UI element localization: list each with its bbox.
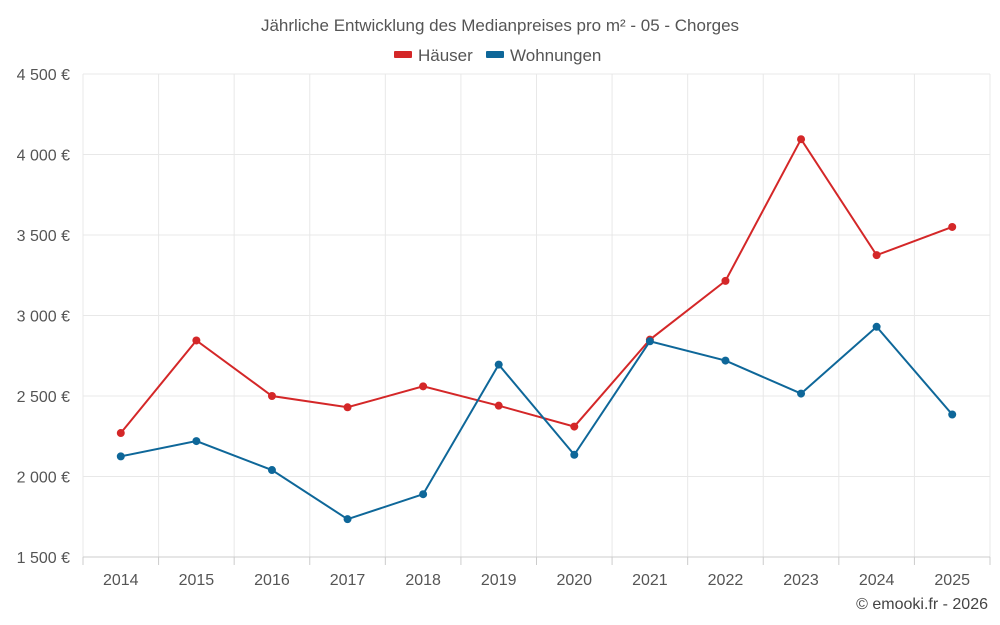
copyright-credit: © emooki.fr - 2026 — [856, 596, 988, 613]
data-point-haeuser-2022[interactable] — [721, 276, 730, 285]
data-point-haeuser-2025[interactable] — [948, 222, 957, 231]
data-point-wohnungen-2018[interactable] — [419, 490, 428, 499]
x-tick-label: 2025 — [934, 572, 970, 589]
data-point-wohnungen-2014[interactable] — [116, 452, 125, 461]
x-tick-label: 2018 — [405, 572, 441, 589]
data-point-haeuser-2016[interactable] — [267, 392, 276, 400]
y-tick-label: 2 000 € — [17, 470, 70, 487]
data-point-wohnungen-2015[interactable] — [192, 437, 201, 446]
y-tick-label: 1 500 € — [17, 550, 70, 567]
data-point-wohnungen-2024[interactable] — [872, 322, 881, 331]
y-axis: 1 500 € 2 000 € 2 500 € 3 000 € 3 500 € 4 000… — [17, 67, 70, 567]
x-tick-label: 2019 — [481, 572, 517, 589]
data-point-wohnungen-2017[interactable] — [343, 515, 352, 524]
x-tick-label: 2014 — [103, 572, 139, 589]
legend-label-haeuser[interactable]: Häuser — [418, 46, 473, 65]
x-axis: 2014 2015 2016 2017 2018 2019 2020 2021 2022 2023… — [103, 572, 970, 589]
data-point-wohnungen-2023[interactable] — [797, 389, 806, 398]
data-point-wohnungen-2022[interactable] — [721, 356, 730, 365]
x-tick-label: 2021 — [632, 572, 668, 589]
data-point-haeuser-2017[interactable] — [343, 403, 352, 412]
x-tick-label: 2022 — [708, 572, 744, 589]
legend-label-wohnungen[interactable]: Wohnungen — [510, 46, 601, 65]
x-tick-label: 2016 — [254, 572, 290, 589]
data-point-wohnungen-2025[interactable] — [948, 410, 957, 419]
legend-swatch-wohnungen — [486, 51, 504, 58]
y-tick-label: 3 500 € — [17, 228, 70, 245]
data-point-haeuser-2018[interactable] — [419, 382, 428, 391]
series-group — [116, 135, 957, 524]
data-point-wohnungen-2019[interactable] — [494, 360, 503, 369]
y-tick-label: 4 000 € — [17, 148, 70, 165]
y-tick-label: 2 500 € — [17, 389, 70, 406]
data-point-haeuser-2019[interactable] — [494, 401, 503, 410]
x-tick-label: 2020 — [556, 572, 592, 589]
series-line-wohnungen — [120, 325, 953, 521]
y-tick-label: 4 500 € — [17, 67, 70, 84]
data-point-haeuser-2014[interactable] — [116, 429, 125, 438]
data-point-haeuser-2024[interactable] — [872, 251, 881, 260]
data-point-haeuser-2023[interactable] — [797, 135, 806, 144]
data-point-haeuser-2020[interactable] — [570, 422, 579, 431]
data-point-haeuser-2015[interactable] — [192, 336, 201, 345]
x-tick-label: 2024 — [859, 572, 895, 589]
data-point-wohnungen-2021[interactable] — [645, 337, 654, 346]
data-point-wohnungen-2016[interactable] — [267, 466, 276, 475]
data-point-wohnungen-2020[interactable] — [570, 450, 579, 459]
y-tick-label: 3 000 € — [17, 309, 70, 326]
x-tick-label: 2023 — [783, 572, 819, 589]
legend: Häuser Wohnungen — [394, 46, 601, 65]
x-tick-label: 2015 — [179, 572, 215, 589]
x-tick-label: 2017 — [330, 572, 366, 589]
gridlines — [82, 73, 991, 565]
series-line-haeuser — [120, 137, 953, 434]
legend-swatch-haeuser — [394, 51, 412, 58]
chart-title: Jährliche Entwicklung des Medianpreises … — [261, 16, 739, 35]
